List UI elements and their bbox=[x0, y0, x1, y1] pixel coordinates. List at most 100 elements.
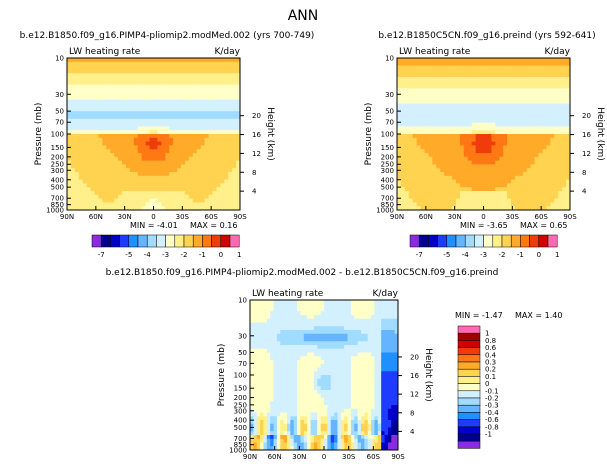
field-cell bbox=[145, 88, 150, 93]
field-cell bbox=[212, 198, 217, 203]
field-cell bbox=[204, 134, 209, 139]
field-cell bbox=[495, 103, 500, 108]
field-cell bbox=[70, 99, 76, 104]
field-cell bbox=[313, 412, 318, 417]
field-cell bbox=[424, 96, 429, 101]
field-cell bbox=[432, 202, 437, 207]
field-cell bbox=[542, 141, 547, 146]
field-cell bbox=[566, 61, 571, 66]
field-cell bbox=[354, 367, 359, 372]
field-cell bbox=[90, 77, 95, 82]
field-cell bbox=[400, 141, 406, 146]
field-cell bbox=[161, 168, 166, 173]
field-cell bbox=[491, 115, 496, 120]
field-cell bbox=[204, 69, 209, 74]
field-cell bbox=[133, 141, 139, 146]
field-cell bbox=[347, 408, 352, 413]
field-cell bbox=[475, 73, 480, 78]
field-cell bbox=[408, 206, 414, 211]
field-cell bbox=[129, 179, 135, 184]
field-cell bbox=[412, 58, 418, 63]
field-cell bbox=[196, 145, 202, 150]
field-cell bbox=[263, 348, 268, 353]
field-cell bbox=[487, 194, 492, 199]
field-cell bbox=[263, 438, 268, 443]
field-cell bbox=[310, 326, 315, 331]
field-cell bbox=[463, 175, 469, 180]
field-cell bbox=[157, 92, 162, 97]
field-cell bbox=[287, 412, 291, 417]
field-cell bbox=[141, 130, 147, 135]
field-cell bbox=[499, 187, 504, 192]
field-cell bbox=[317, 367, 322, 372]
field-cell bbox=[293, 390, 298, 395]
field-cell bbox=[94, 115, 99, 120]
field-cell bbox=[440, 187, 445, 192]
field-cell bbox=[400, 80, 406, 85]
field-cell bbox=[129, 84, 135, 89]
field-cell bbox=[337, 386, 342, 391]
field-cell bbox=[357, 311, 362, 316]
field-cell bbox=[518, 179, 524, 184]
field-cell bbox=[475, 168, 480, 173]
field-cell bbox=[133, 175, 139, 180]
field-cell bbox=[320, 300, 325, 305]
field-cell bbox=[133, 118, 139, 123]
field-cell bbox=[188, 137, 194, 142]
field-cell bbox=[428, 145, 433, 150]
field-cell bbox=[145, 194, 150, 199]
field-cell bbox=[102, 202, 107, 207]
field-cell bbox=[467, 206, 473, 211]
field-cell bbox=[98, 122, 103, 127]
field-cell bbox=[82, 118, 88, 123]
field-cell bbox=[169, 77, 174, 82]
field-cell bbox=[216, 92, 221, 97]
field-cell bbox=[459, 206, 465, 211]
field-cell bbox=[416, 103, 421, 108]
field-cell bbox=[354, 423, 359, 428]
field-cell bbox=[550, 77, 555, 82]
field-cell bbox=[428, 160, 433, 165]
field-cell bbox=[129, 164, 135, 169]
field-cell bbox=[432, 126, 437, 131]
field-cell bbox=[562, 80, 567, 85]
field-cell bbox=[263, 333, 268, 338]
field-cell bbox=[67, 164, 72, 169]
field-cell bbox=[357, 446, 362, 451]
field-cell bbox=[313, 420, 318, 425]
field-cell bbox=[98, 198, 103, 203]
field-cell bbox=[98, 130, 103, 135]
field-cell bbox=[518, 126, 524, 131]
field-cell bbox=[173, 96, 178, 101]
field-cell bbox=[177, 77, 182, 82]
y-tick-label: 100 bbox=[381, 131, 394, 139]
field-cell bbox=[444, 126, 449, 131]
field-cell bbox=[558, 99, 563, 104]
field-cell bbox=[562, 73, 567, 78]
field-cell bbox=[511, 168, 516, 173]
field-cell bbox=[455, 80, 461, 85]
field-cell bbox=[253, 303, 258, 308]
field-cell bbox=[514, 187, 520, 192]
field-cell bbox=[420, 80, 425, 85]
field-cell bbox=[110, 191, 115, 196]
field-cell bbox=[137, 65, 143, 70]
field-cell bbox=[324, 303, 328, 308]
field-cell bbox=[200, 111, 206, 116]
field-cell bbox=[228, 69, 233, 74]
field-cell bbox=[102, 191, 107, 196]
field-cell bbox=[287, 348, 291, 353]
field-cell bbox=[432, 206, 437, 211]
field-cell bbox=[334, 322, 338, 327]
field-cell bbox=[357, 360, 362, 365]
field-cell bbox=[169, 164, 174, 169]
field-cell bbox=[416, 149, 421, 154]
field-cell bbox=[122, 137, 127, 142]
field-cell bbox=[192, 107, 198, 112]
field-cell bbox=[420, 191, 425, 196]
field-cell bbox=[357, 367, 362, 372]
field-cell bbox=[161, 164, 166, 169]
field-cell bbox=[491, 206, 496, 211]
field-cell bbox=[270, 427, 274, 432]
field-cell bbox=[212, 172, 217, 177]
